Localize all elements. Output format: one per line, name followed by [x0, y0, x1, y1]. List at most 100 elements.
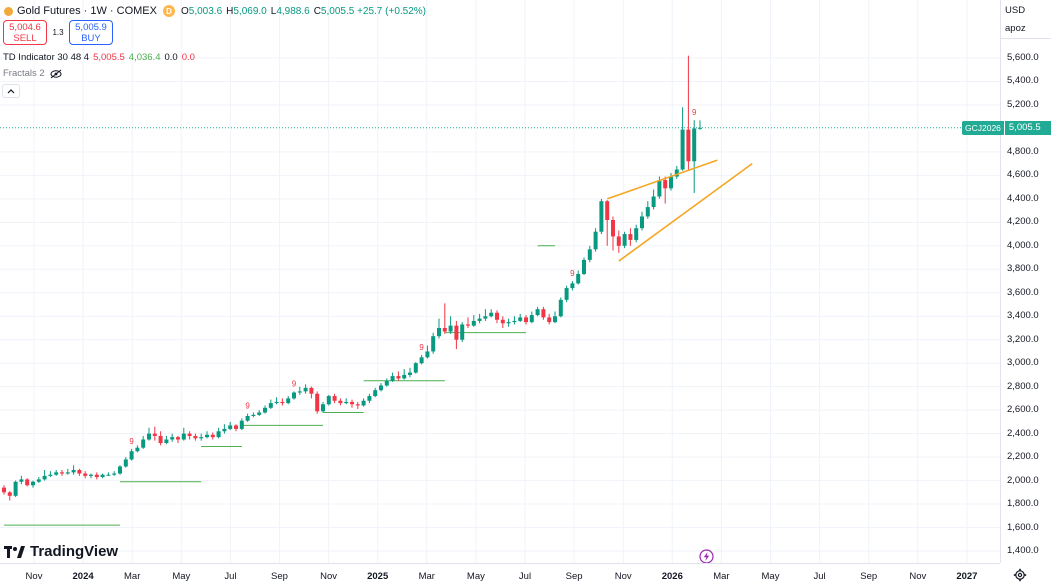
- candle-body: [477, 318, 482, 321]
- candle-body: [19, 479, 24, 482]
- candle-body: [83, 473, 88, 476]
- candle-body: [460, 324, 465, 340]
- candle: [483, 309, 488, 321]
- sell-button[interactable]: 5,004.6 SELL: [3, 20, 47, 45]
- candle: [518, 313, 523, 323]
- delayed-data-badge[interactable]: D: [162, 5, 175, 17]
- candle: [622, 231, 627, 249]
- candle: [680, 107, 685, 171]
- candle-body: [524, 317, 528, 323]
- candle-body: [680, 129, 685, 170]
- lightning-icon[interactable]: [699, 549, 714, 564]
- wedge-lower-trendline[interactable]: [618, 162, 753, 262]
- fractals-legend[interactable]: Fractals 2: [3, 68, 62, 79]
- candle-body: [384, 380, 389, 386]
- gear-icon[interactable]: [1013, 568, 1027, 582]
- candle: [274, 397, 279, 405]
- candle: [286, 396, 291, 405]
- chart-area[interactable]: 9 9 9 9 9 9 Gold Futures · 1W · COMEX D O 5,0…: [0, 0, 1000, 564]
- candle-body: [454, 325, 459, 340]
- buy-price: 5,005.9: [75, 22, 107, 33]
- candle: [495, 310, 499, 324]
- candle-body: [118, 466, 122, 474]
- candle: [553, 311, 557, 324]
- candle: [466, 317, 470, 328]
- candle-body: [402, 374, 407, 379]
- candle-body: [274, 401, 279, 404]
- candle: [593, 228, 598, 252]
- time-axis-label: Sep: [860, 571, 878, 582]
- candle-body: [315, 393, 320, 412]
- time-axis-label: Nov: [909, 571, 927, 582]
- candle: [199, 433, 204, 441]
- candle-body: [48, 474, 53, 476]
- time-axis-label: 2026: [661, 571, 683, 582]
- td-count-marker: 9: [292, 379, 297, 388]
- candle: [379, 383, 383, 392]
- candle-body: [361, 400, 366, 406]
- price-axis-label: 5,400.0: [1007, 75, 1039, 87]
- candle-body: [564, 288, 569, 300]
- trendlines[interactable]: [606, 159, 753, 262]
- wedge-upper-trendline[interactable]: [606, 159, 718, 200]
- buy-button[interactable]: 5,005.9 BUY: [69, 20, 113, 45]
- candle-body: [396, 376, 401, 379]
- time-axis-label: Nov: [320, 571, 338, 582]
- candle-body: [257, 412, 262, 415]
- candle-body: [634, 228, 639, 240]
- candle-body: [292, 392, 296, 399]
- candle: [674, 165, 679, 179]
- candle-body: [669, 176, 673, 189]
- candle: [2, 485, 6, 495]
- candle: [338, 398, 343, 406]
- candle: [176, 435, 180, 444]
- candle: [228, 421, 233, 431]
- candle: [309, 386, 314, 399]
- collapse-legend-button[interactable]: [2, 84, 20, 98]
- candle: [431, 332, 436, 354]
- symbol-title[interactable]: Gold Futures · 1W · COMEX: [17, 5, 157, 17]
- price-chart[interactable]: 9 9 9 9 9 9: [0, 0, 1000, 563]
- candle: [460, 322, 465, 343]
- candle-body: [541, 309, 546, 318]
- candle: [164, 435, 169, 445]
- tradingview-logo[interactable]: TradingView: [4, 543, 118, 560]
- time-axis-label: Nov: [614, 571, 632, 582]
- candle: [7, 491, 12, 501]
- td-indicator-legend[interactable]: TD Indicator 30 48 4 5,005.5 4,036.4 0.0…: [3, 52, 195, 63]
- candle: [89, 473, 93, 479]
- td-indicator-value-4: 0.0: [181, 52, 195, 63]
- candle-body: [442, 327, 447, 332]
- candle: [645, 201, 650, 219]
- candle-body: [100, 474, 105, 478]
- candle: [344, 398, 349, 405]
- currency-selector[interactable]: USD: [1005, 5, 1026, 16]
- candle: [292, 391, 296, 400]
- hidden-eye-icon[interactable]: [50, 69, 62, 79]
- scale-mode-selector[interactable]: apoz: [1005, 23, 1026, 34]
- candle: [576, 270, 581, 285]
- candle: [640, 211, 644, 231]
- candle: [425, 345, 430, 359]
- candle-body: [297, 391, 302, 393]
- candle-body: [471, 320, 476, 326]
- candle: [599, 198, 604, 235]
- td-count-marker: 9: [419, 343, 424, 352]
- candle-body: [599, 201, 604, 232]
- candle: [210, 432, 215, 440]
- candle-body: [611, 219, 615, 237]
- price-axis-label: 2,800.0: [1007, 380, 1039, 392]
- candle-body: [628, 234, 633, 240]
- candle: [315, 391, 320, 414]
- candle-body: [448, 325, 453, 332]
- ohlc-close-value: 5,005.5 +25.7 (+0.52%): [320, 5, 426, 17]
- candle: [297, 386, 302, 395]
- candle-body: [152, 433, 157, 436]
- symbol-line[interactable]: Gold Futures · 1W · COMEX D O 5,003.6 H …: [4, 4, 430, 18]
- legend: Gold Futures · 1W · COMEX D O 5,003.6 H …: [4, 4, 430, 18]
- price-axis-label: 2,000.0: [1007, 474, 1039, 486]
- time-axis-label: Nov: [25, 571, 43, 582]
- candle-body: [663, 180, 668, 189]
- price-axis[interactable]: 5,600.0 5,400.0 5,200.0 4,800.0 4,600.0 4,400…: [1000, 0, 1051, 563]
- time-axis[interactable]: Nov 2024 Mar May Jul Sep Nov 2025 Mar May Jul Sep No…: [0, 563, 1000, 585]
